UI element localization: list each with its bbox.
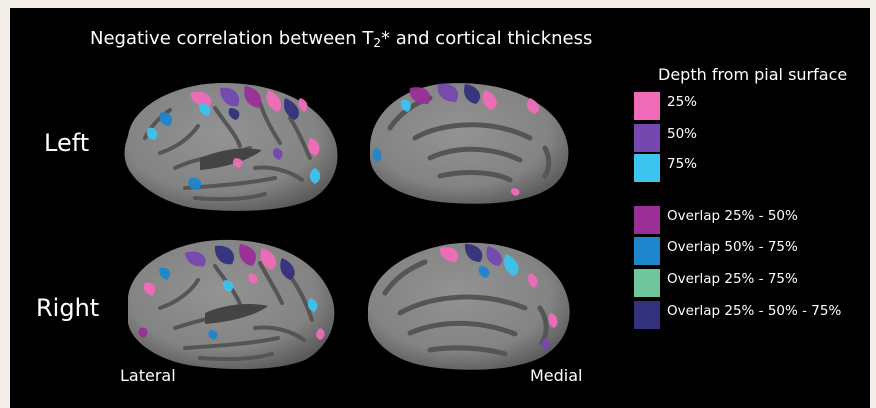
view-label-lateral: Lateral — [120, 366, 176, 385]
legend-swatch — [634, 154, 660, 182]
figure-panel: Negative correlation between T2* and cor… — [10, 8, 870, 408]
view-label-medial: Medial — [530, 366, 583, 385]
legend-swatch — [634, 301, 660, 329]
title-subscript: 2 — [373, 36, 381, 50]
legend-label: Overlap 25% - 50% — [667, 208, 798, 224]
legend-swatch — [634, 206, 660, 234]
row-label-right: Right — [36, 294, 100, 322]
figure-title: Negative correlation between T2* and cor… — [90, 28, 592, 50]
left-medial-brain — [370, 83, 569, 204]
legend-swatch — [634, 269, 660, 297]
legend-swatch — [634, 92, 660, 120]
legend-label: Overlap 25% - 50% - 75% — [667, 303, 842, 319]
row-label-left: Left — [44, 129, 90, 157]
title-main: Negative correlation between T — [90, 28, 374, 49]
left-lateral-brain — [124, 82, 338, 211]
legend-label: Overlap 25% - 75% — [667, 271, 798, 287]
legend-title: Depth from pial surface — [658, 65, 848, 84]
right-lateral-brain — [128, 239, 335, 370]
legend-swatch — [634, 237, 660, 265]
legend-label: 75% — [667, 156, 698, 172]
legend-swatch — [634, 124, 660, 152]
legend-label: Overlap 50% - 75% — [667, 239, 798, 255]
title-rest: * and cortical thickness — [381, 28, 593, 49]
brain-surfaces — [124, 82, 570, 370]
right-medial-brain — [367, 242, 570, 370]
legend-label: 50% — [667, 126, 698, 142]
legend-label: 25% — [667, 94, 698, 110]
